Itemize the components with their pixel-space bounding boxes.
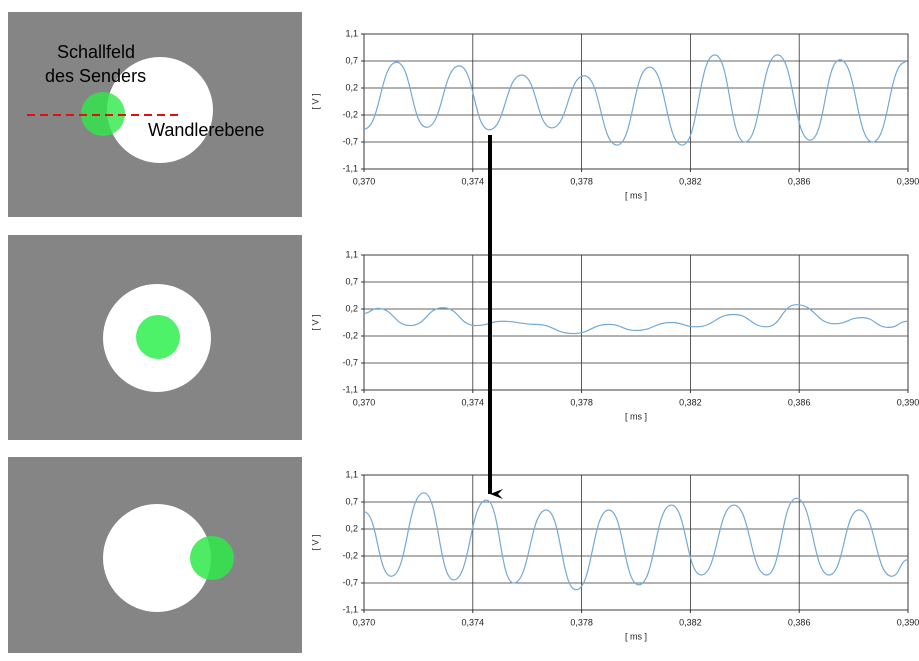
y-tick-label: -0,2 [342, 550, 358, 560]
x-tick-label: 0,382 [679, 617, 702, 627]
figure: Schallfeld des Senders Wandlerebene 1,1 0… [0, 0, 919, 656]
panel-2 [8, 235, 302, 440]
annotation: des Senders [45, 66, 146, 86]
x-axis-label: [ ms ] [625, 411, 647, 421]
y-tick-label: -1,1 [342, 604, 358, 614]
x-tick-label: 0,378 [570, 617, 593, 627]
x-tick-label: 0,374 [462, 176, 485, 186]
y-tick-label: -1,1 [342, 163, 358, 173]
y-tick-label: 1,1 [345, 28, 358, 38]
data-line [364, 493, 908, 590]
x-tick-label: 0,382 [679, 176, 702, 186]
x-axis-label: [ ms ] [625, 631, 647, 641]
annotation: Schallfeld [57, 42, 135, 62]
y-tick-label: 1,1 [345, 469, 358, 479]
plot-frame [364, 475, 908, 610]
y-tick-label: -1,1 [342, 384, 358, 394]
x-tick-label: 0,370 [353, 397, 376, 407]
y-tick-label: 0,7 [345, 276, 358, 286]
data-line [364, 55, 905, 145]
x-tick-label: 0,390 [897, 397, 919, 407]
x-tick-label: 0,378 [570, 176, 593, 186]
x-tick-label: 0,390 [897, 617, 919, 627]
y-axis-label: [ V ] [310, 314, 320, 330]
panel-1: Schallfeld des Senders Wandlerebene [8, 12, 302, 217]
y-tick-label: -0,7 [342, 357, 358, 367]
x-tick-label: 0,378 [570, 397, 593, 407]
y-tick-label: 0,2 [345, 82, 358, 92]
y-tick-label: 0,7 [345, 496, 358, 506]
y-tick-label: 0,7 [345, 55, 358, 65]
x-tick-label: 0,390 [897, 176, 919, 186]
y-tick-label: -0,2 [342, 109, 358, 119]
x-tick-label: 0,386 [788, 397, 811, 407]
y-tick-label: -0,2 [342, 330, 358, 340]
y-tick-label: -0,7 [342, 577, 358, 587]
x-tick-label: 0,370 [353, 176, 376, 186]
x-tick-label: 0,374 [462, 397, 485, 407]
x-tick-label: 0,370 [353, 617, 376, 627]
y-tick-label: 1,1 [345, 249, 358, 259]
plot-frame [364, 34, 908, 169]
y-tick-label: 0,2 [345, 303, 358, 313]
x-axis-label: [ ms ] [625, 190, 647, 200]
y-tick-label: -0,7 [342, 136, 358, 146]
x-tick-label: 0,386 [788, 617, 811, 627]
x-tick-label: 0,382 [679, 397, 702, 407]
annotation: Wandlerebene [148, 120, 264, 140]
x-tick-label: 0,374 [462, 617, 485, 627]
panel-3 [8, 457, 302, 653]
y-tick-label: 0,2 [345, 523, 358, 533]
x-tick-label: 0,386 [788, 176, 811, 186]
y-axis-label: [ V ] [310, 93, 320, 109]
y-axis-label: [ V ] [310, 534, 320, 550]
charts: 1,1 0,7 0,2 -0,2 -0,7 -1,1 0,370 0,374 0,378 0,38… [310, 28, 919, 641]
